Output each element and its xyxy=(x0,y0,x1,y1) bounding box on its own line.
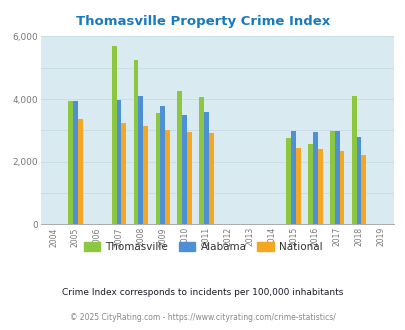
Legend: Thomasville, Alabama, National: Thomasville, Alabama, National xyxy=(79,238,326,256)
Bar xyxy=(312,132,317,224)
Bar xyxy=(116,100,121,224)
Bar xyxy=(186,132,191,224)
Bar xyxy=(68,101,73,224)
Bar xyxy=(133,60,138,224)
Bar xyxy=(351,96,356,224)
Bar xyxy=(329,131,334,224)
Bar xyxy=(155,113,160,224)
Bar xyxy=(182,115,186,224)
Bar xyxy=(208,134,213,224)
Bar xyxy=(73,101,78,224)
Bar xyxy=(356,137,360,224)
Bar xyxy=(165,130,169,224)
Bar xyxy=(360,155,365,224)
Bar xyxy=(290,131,295,224)
Bar xyxy=(334,131,339,224)
Text: © 2025 CityRating.com - https://www.cityrating.com/crime-statistics/: © 2025 CityRating.com - https://www.city… xyxy=(70,313,335,322)
Bar xyxy=(286,138,290,224)
Bar xyxy=(307,144,312,224)
Bar xyxy=(78,118,83,224)
Bar xyxy=(138,96,143,224)
Bar xyxy=(160,106,165,224)
Text: Crime Index corresponds to incidents per 100,000 inhabitants: Crime Index corresponds to incidents per… xyxy=(62,287,343,297)
Bar xyxy=(198,97,203,224)
Bar xyxy=(112,46,116,224)
Bar xyxy=(339,151,343,224)
Bar xyxy=(317,149,322,224)
Bar xyxy=(177,91,182,224)
Bar xyxy=(143,126,148,224)
Bar xyxy=(295,148,300,224)
Bar xyxy=(203,112,208,224)
Bar xyxy=(121,122,126,224)
Text: Thomasville Property Crime Index: Thomasville Property Crime Index xyxy=(76,15,329,28)
